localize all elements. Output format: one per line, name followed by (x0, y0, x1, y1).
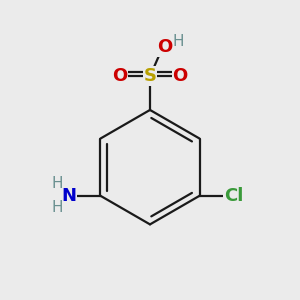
Text: S: S (143, 67, 157, 85)
Text: O: O (112, 67, 128, 85)
Text: N: N (61, 187, 76, 205)
Text: H: H (172, 34, 184, 49)
Text: H: H (51, 176, 63, 191)
Text: Cl: Cl (224, 187, 243, 205)
Text: H: H (51, 200, 63, 215)
Text: O: O (172, 67, 188, 85)
Text: O: O (157, 38, 172, 56)
